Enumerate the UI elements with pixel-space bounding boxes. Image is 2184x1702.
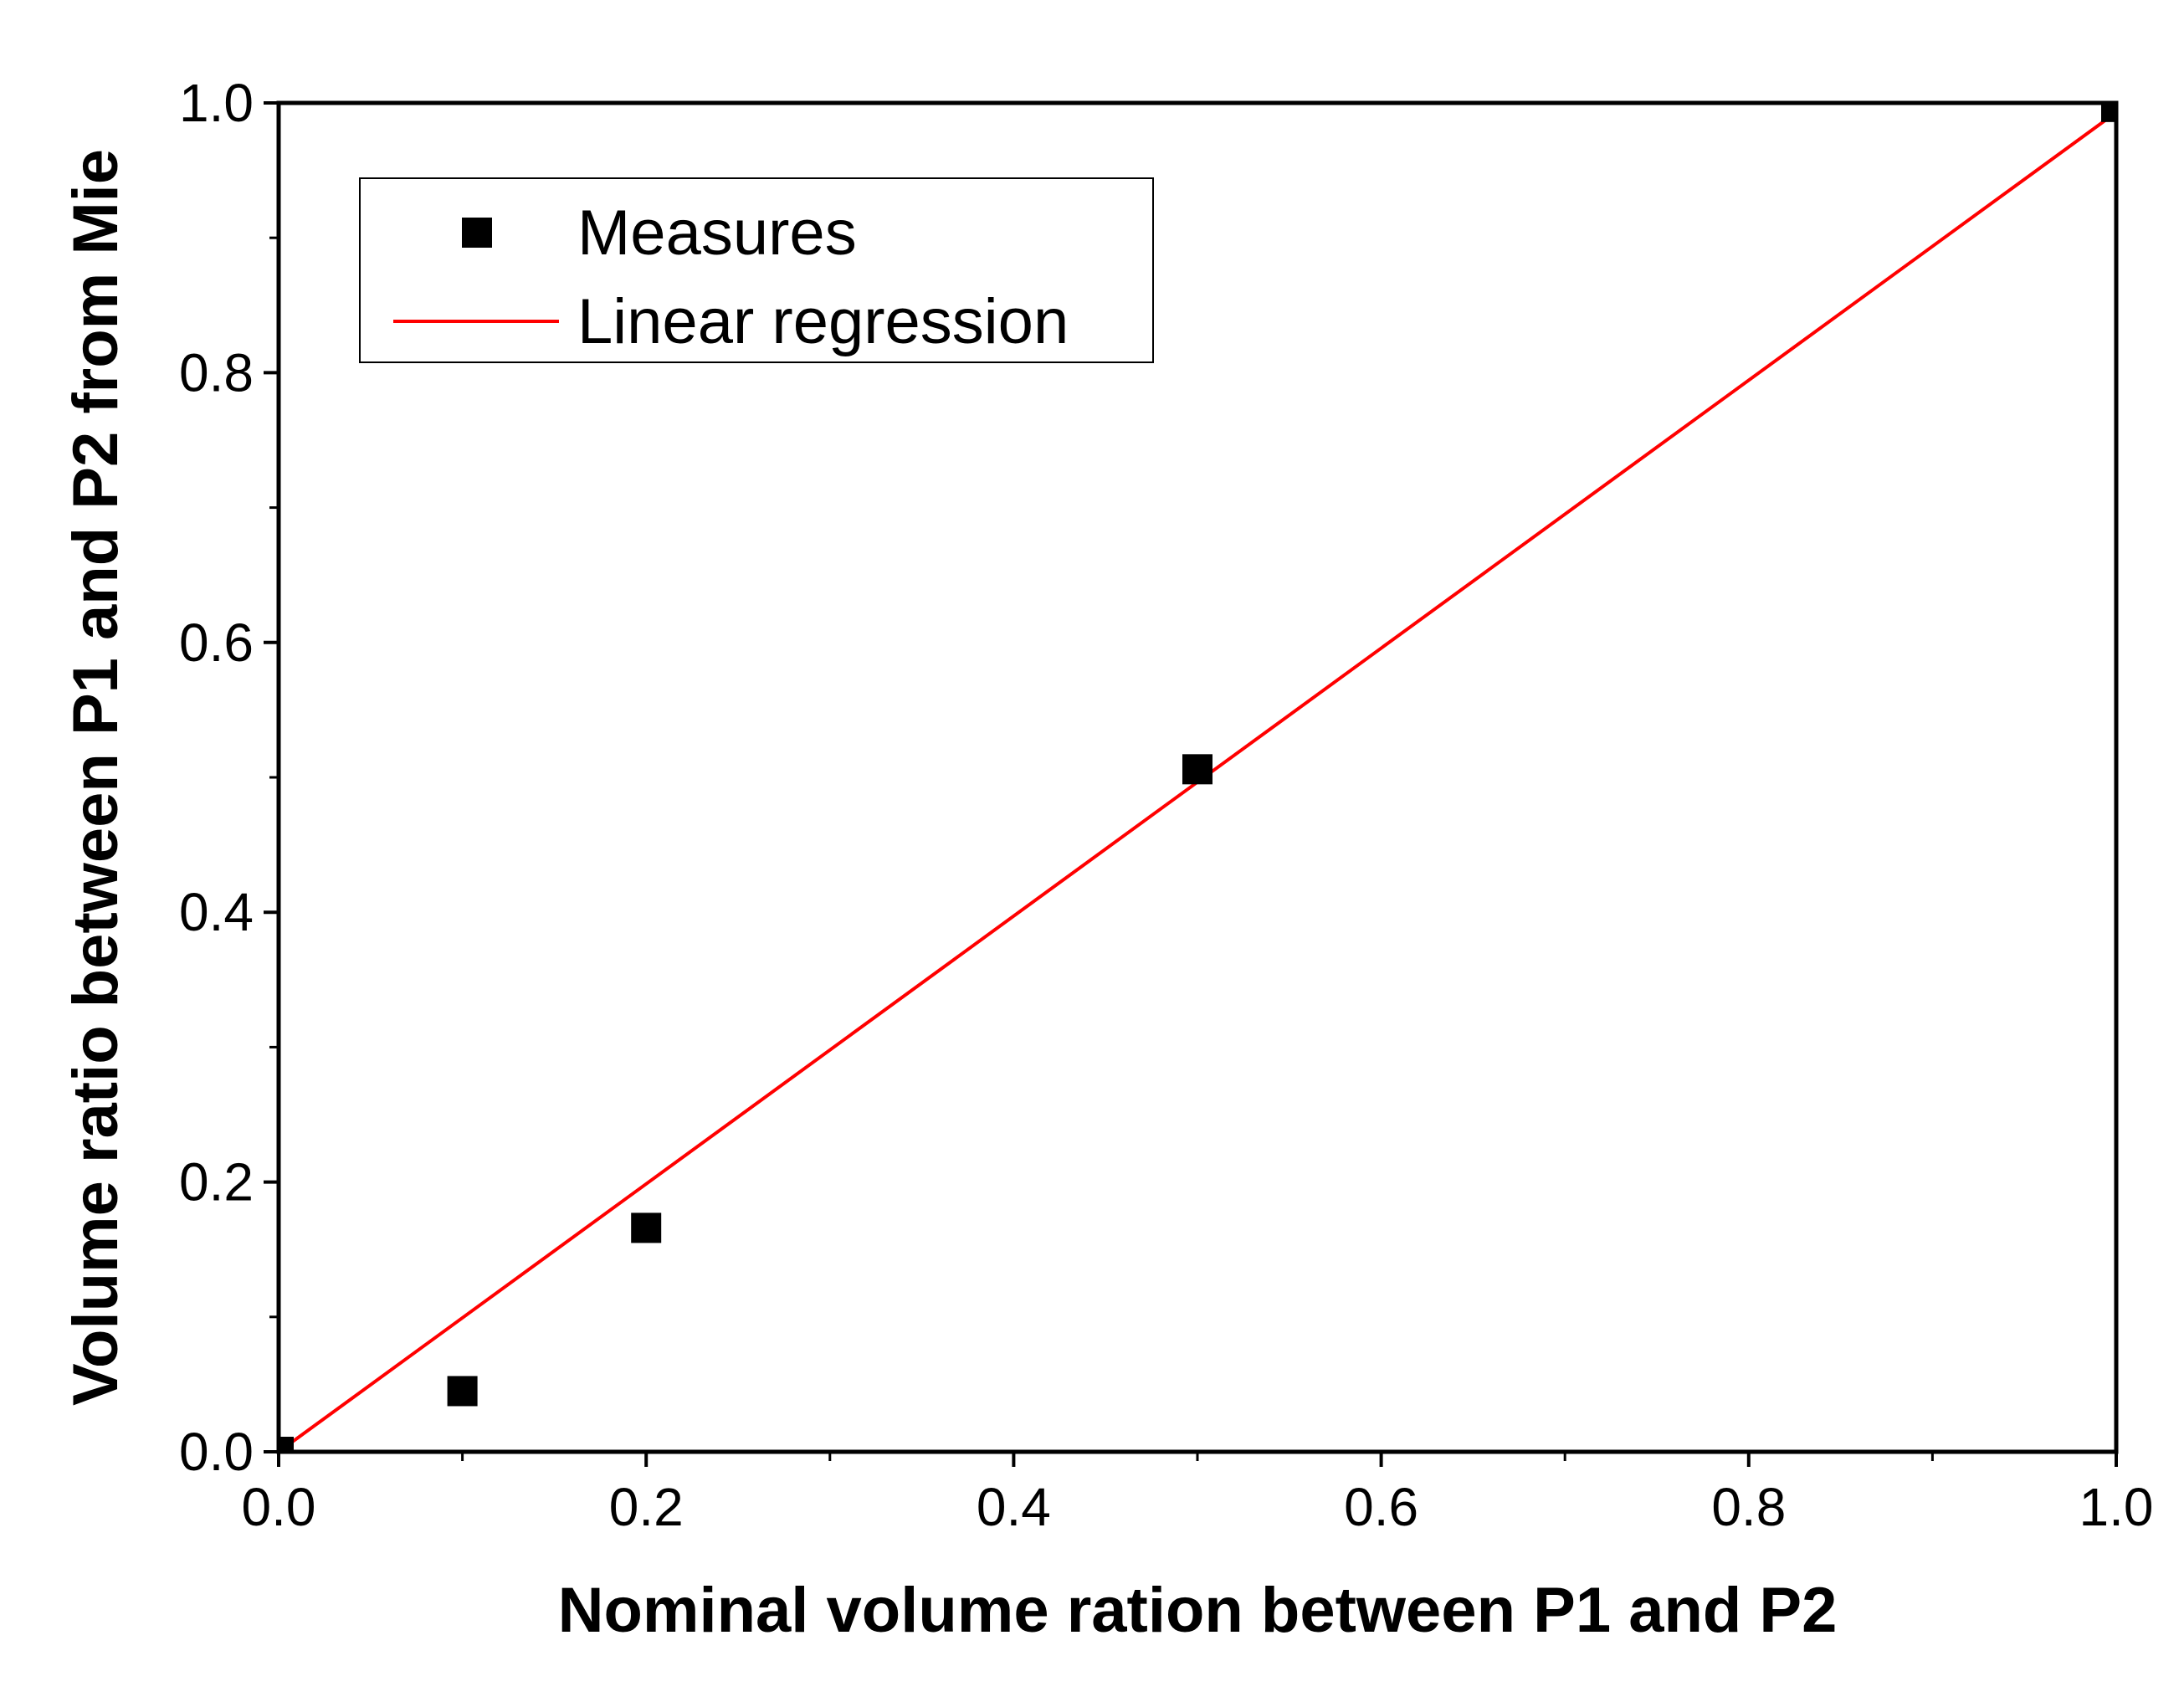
legend-regression-label: Linear regression (577, 286, 1069, 357)
y-tick-label: 0.6 (179, 613, 254, 673)
x-tick-label: 0.4 (977, 1477, 1051, 1537)
x-tick-label: 0.6 (1344, 1477, 1418, 1537)
y-tick-labels: 0.0 0.2 0.4 0.6 0.8 1.0 (179, 73, 254, 1482)
x-axis-title: Nominal volume ration between P1 and P2 (558, 1575, 1838, 1646)
plot-area (279, 103, 2116, 1452)
y-tick-label: 0.2 (179, 1152, 254, 1212)
y-axis-title: Volume ratio between P1 and P2 from Mie (60, 149, 131, 1406)
legend-box (359, 177, 1154, 363)
x-tick-labels: 0.0 0.2 0.4 0.6 0.8 1.0 (242, 1477, 2154, 1537)
x-tick-label: 0.0 (242, 1477, 316, 1537)
x-tick-label: 1.0 (2079, 1477, 2154, 1537)
measure-point (2101, 103, 2116, 122)
legend-measures-marker (462, 218, 492, 248)
measure-point (631, 1212, 662, 1243)
legend: Measures Linear regression (359, 177, 1154, 363)
legend-measures-label: Measures (577, 197, 857, 269)
measure-point (1182, 754, 1212, 785)
major-ticks (264, 101, 2118, 1467)
measures-markers (279, 103, 2116, 1452)
y-tick-label: 1.0 (179, 73, 254, 133)
y-tick-label: 0.8 (179, 342, 254, 402)
measure-point (447, 1376, 478, 1407)
y-tick-label: 0.4 (179, 882, 254, 942)
plot-frame (276, 100, 2119, 1454)
measure-point (279, 1437, 294, 1452)
x-tick-label: 0.8 (1711, 1477, 1786, 1537)
y-tick-label: 0.0 (179, 1422, 254, 1482)
x-tick-label: 0.2 (609, 1477, 684, 1537)
